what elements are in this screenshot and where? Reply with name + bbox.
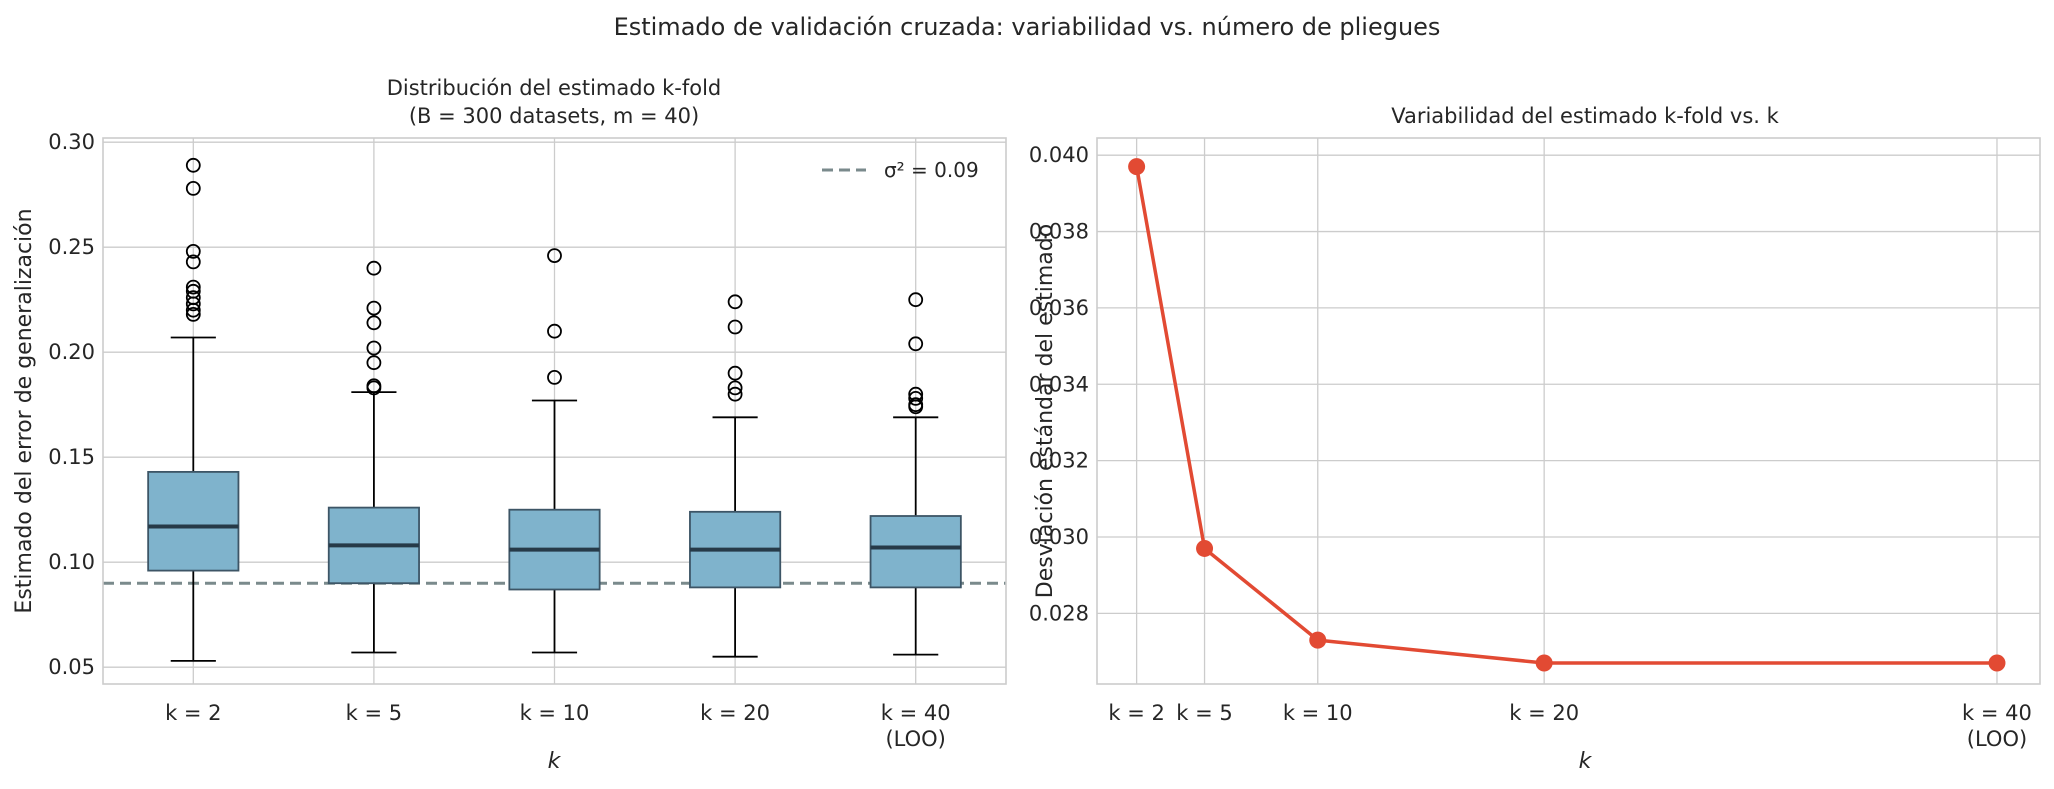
line-chart-x-ticks: k = 2 k = 5 k = 10 k = 20 k = 40(LOO) xyxy=(1108,701,2032,751)
boxplot-y-ticks: 0.05 0.10 0.15 0.20 0.25 0.30 xyxy=(48,130,95,679)
line-chart-y-ticks: 0.028 0.030 0.032 0.034 0.036 0.038 0.040 xyxy=(1029,143,1089,625)
outlier-point xyxy=(185,306,201,322)
outlier-point xyxy=(366,355,382,371)
y-tick-label: 0.10 xyxy=(48,550,95,574)
outlier-point xyxy=(727,294,743,310)
series-point xyxy=(1309,631,1327,649)
y-tick-label: 0.038 xyxy=(1029,220,1089,244)
outlier-point xyxy=(908,390,924,406)
y-tick-label: 0.034 xyxy=(1029,372,1089,396)
outlier-point xyxy=(185,254,201,270)
y-tick-label: 0.028 xyxy=(1029,601,1089,625)
y-tick-label: 0.040 xyxy=(1029,143,1089,167)
outlier-point xyxy=(547,323,562,339)
outlier-point xyxy=(185,302,201,318)
line-chart-xlabel: k xyxy=(1579,749,1593,774)
outlier-point xyxy=(547,248,562,264)
series-point xyxy=(1128,158,1146,176)
outlier-point xyxy=(908,399,924,415)
line-chart-title: Variabilidad del estimado k-fold vs. k xyxy=(1391,104,1779,128)
outlier-point xyxy=(547,369,562,385)
boxplot-xlabel: k xyxy=(548,749,562,774)
x-tick-label: k = 5 xyxy=(1176,701,1232,725)
line-chart-grid xyxy=(1097,138,2040,684)
outlier-point xyxy=(185,243,201,259)
boxplot-ylabel: Estimado del error de generalización xyxy=(12,208,37,613)
x-tick-label: k = 2 xyxy=(165,701,221,725)
boxplot-panel: Distribución del estimado k-fold (B = 30… xyxy=(12,76,1007,774)
x-tick-sublabel: (LOO) xyxy=(1967,727,2027,751)
outlier-point xyxy=(185,180,201,196)
x-tick-label: k = 10 xyxy=(520,701,590,725)
x-tick-label: k = 40 xyxy=(1962,701,2032,725)
y-tick-label: 0.20 xyxy=(48,340,95,364)
y-tick-label: 0.15 xyxy=(48,445,95,469)
outlier-point xyxy=(908,292,924,308)
x-tick-label: k = 40 xyxy=(881,701,951,725)
outlier-point xyxy=(366,315,382,331)
outlier-point xyxy=(727,380,743,396)
outlier-point xyxy=(366,380,382,396)
box-group xyxy=(147,157,240,662)
x-tick-sublabel: (LOO) xyxy=(885,727,945,751)
outlier-point xyxy=(185,296,201,312)
figure-title: Estimado de validación cruzada: variabil… xyxy=(614,13,1441,41)
box-iqr xyxy=(147,470,240,572)
boxplot-title-line2: (B = 300 datasets, m = 40) xyxy=(409,104,699,128)
y-tick-label: 0.036 xyxy=(1029,296,1089,320)
series-line xyxy=(1134,166,1997,665)
y-tick-label: 0.05 xyxy=(48,655,95,679)
y-tick-label: 0.30 xyxy=(48,130,95,154)
outlier-point xyxy=(366,340,382,356)
y-tick-label: 0.25 xyxy=(48,235,95,259)
box-group xyxy=(508,248,601,654)
box-group xyxy=(327,260,420,654)
box-group xyxy=(689,294,782,658)
outlier-point xyxy=(727,365,743,381)
boxplot-boxes xyxy=(147,157,962,662)
line-chart-frame xyxy=(1096,137,2041,685)
y-tick-label: 0.032 xyxy=(1029,449,1089,473)
outlier-point xyxy=(366,260,382,276)
box-group xyxy=(869,292,962,656)
outlier-point xyxy=(727,319,743,335)
outlier-point xyxy=(185,157,201,173)
series-point xyxy=(1196,539,1214,557)
x-tick-label: k = 20 xyxy=(1509,701,1579,725)
line-panel: Variabilidad del estimado k-fold vs. k 0… xyxy=(1029,104,2041,774)
legend: σ² = 0.09 xyxy=(822,158,979,182)
line-chart-series xyxy=(1128,158,2006,672)
boxplot-frame xyxy=(102,137,1007,685)
series-point xyxy=(1535,654,1553,672)
x-tick-label: k = 10 xyxy=(1283,701,1353,725)
boxplot-title-line1: Distribución del estimado k-fold xyxy=(387,76,722,100)
y-tick-label: 0.030 xyxy=(1029,525,1089,549)
box-iqr xyxy=(869,515,962,589)
outlier-point xyxy=(366,300,382,316)
outlier-point xyxy=(185,279,201,295)
boxplot-x-ticks: k = 2 k = 5 k = 10 k = 20 k = 40(LOO) xyxy=(165,701,951,751)
line-chart-ylabel: Desviación estándar del estimado xyxy=(1033,224,1058,598)
x-tick-label: k = 20 xyxy=(700,701,770,725)
x-tick-label: k = 5 xyxy=(346,701,402,725)
legend-label: σ² = 0.09 xyxy=(884,158,979,182)
x-tick-label: k = 2 xyxy=(1108,701,1164,725)
outlier-point xyxy=(908,336,924,352)
series-point xyxy=(1988,654,2006,672)
outlier-point xyxy=(727,386,743,402)
